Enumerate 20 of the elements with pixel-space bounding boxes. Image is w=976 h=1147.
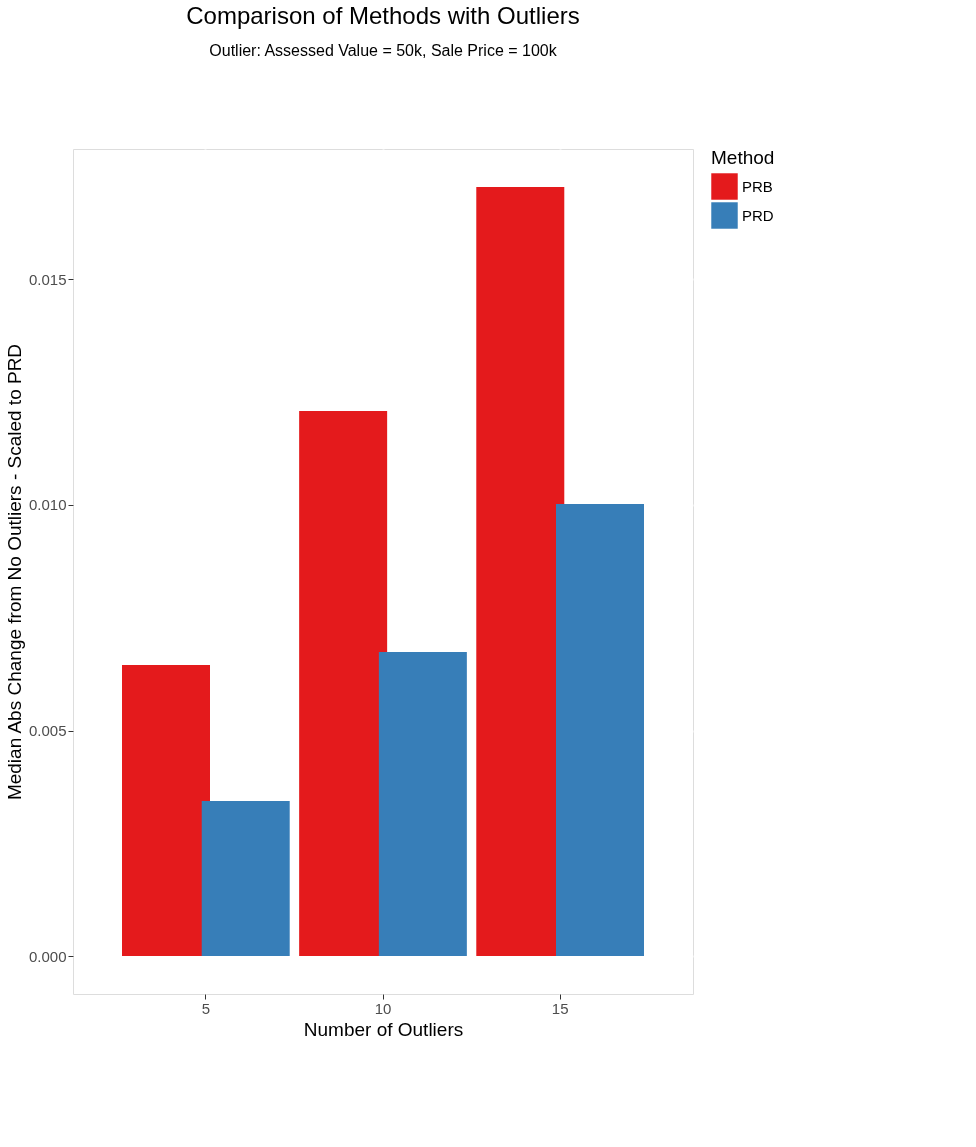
chart-subtitle: Outlier: Assessed Value = 50k, Sale Price = 100k: [209, 42, 558, 59]
bar: [122, 665, 210, 957]
y-axis-title: Median Abs Change from No Outliers - Scaled to PRD: [3, 343, 25, 801]
y-tick-label: 0.005: [28, 722, 67, 740]
bar: [201, 800, 290, 957]
y-tick-label: 0.010: [28, 496, 67, 514]
x-tick-label: 5: [201, 999, 211, 1017]
x-tick-label: 10: [374, 999, 392, 1017]
legend-label: PRB: [742, 177, 773, 195]
bar: [299, 411, 388, 957]
y-tick-label: 0.015: [28, 270, 67, 288]
chart-title: Comparison of Methods with Outliers: [186, 2, 580, 29]
x-tick-label: 15: [551, 999, 569, 1017]
y-tick-label: 0.000: [28, 947, 67, 965]
legend-label: PRD: [742, 206, 774, 224]
bar: [378, 652, 467, 957]
bar: [476, 186, 565, 957]
x-axis-title: Number of Outliers: [303, 1018, 464, 1040]
legend-title: Method: [711, 147, 775, 168]
bar: [556, 504, 644, 957]
